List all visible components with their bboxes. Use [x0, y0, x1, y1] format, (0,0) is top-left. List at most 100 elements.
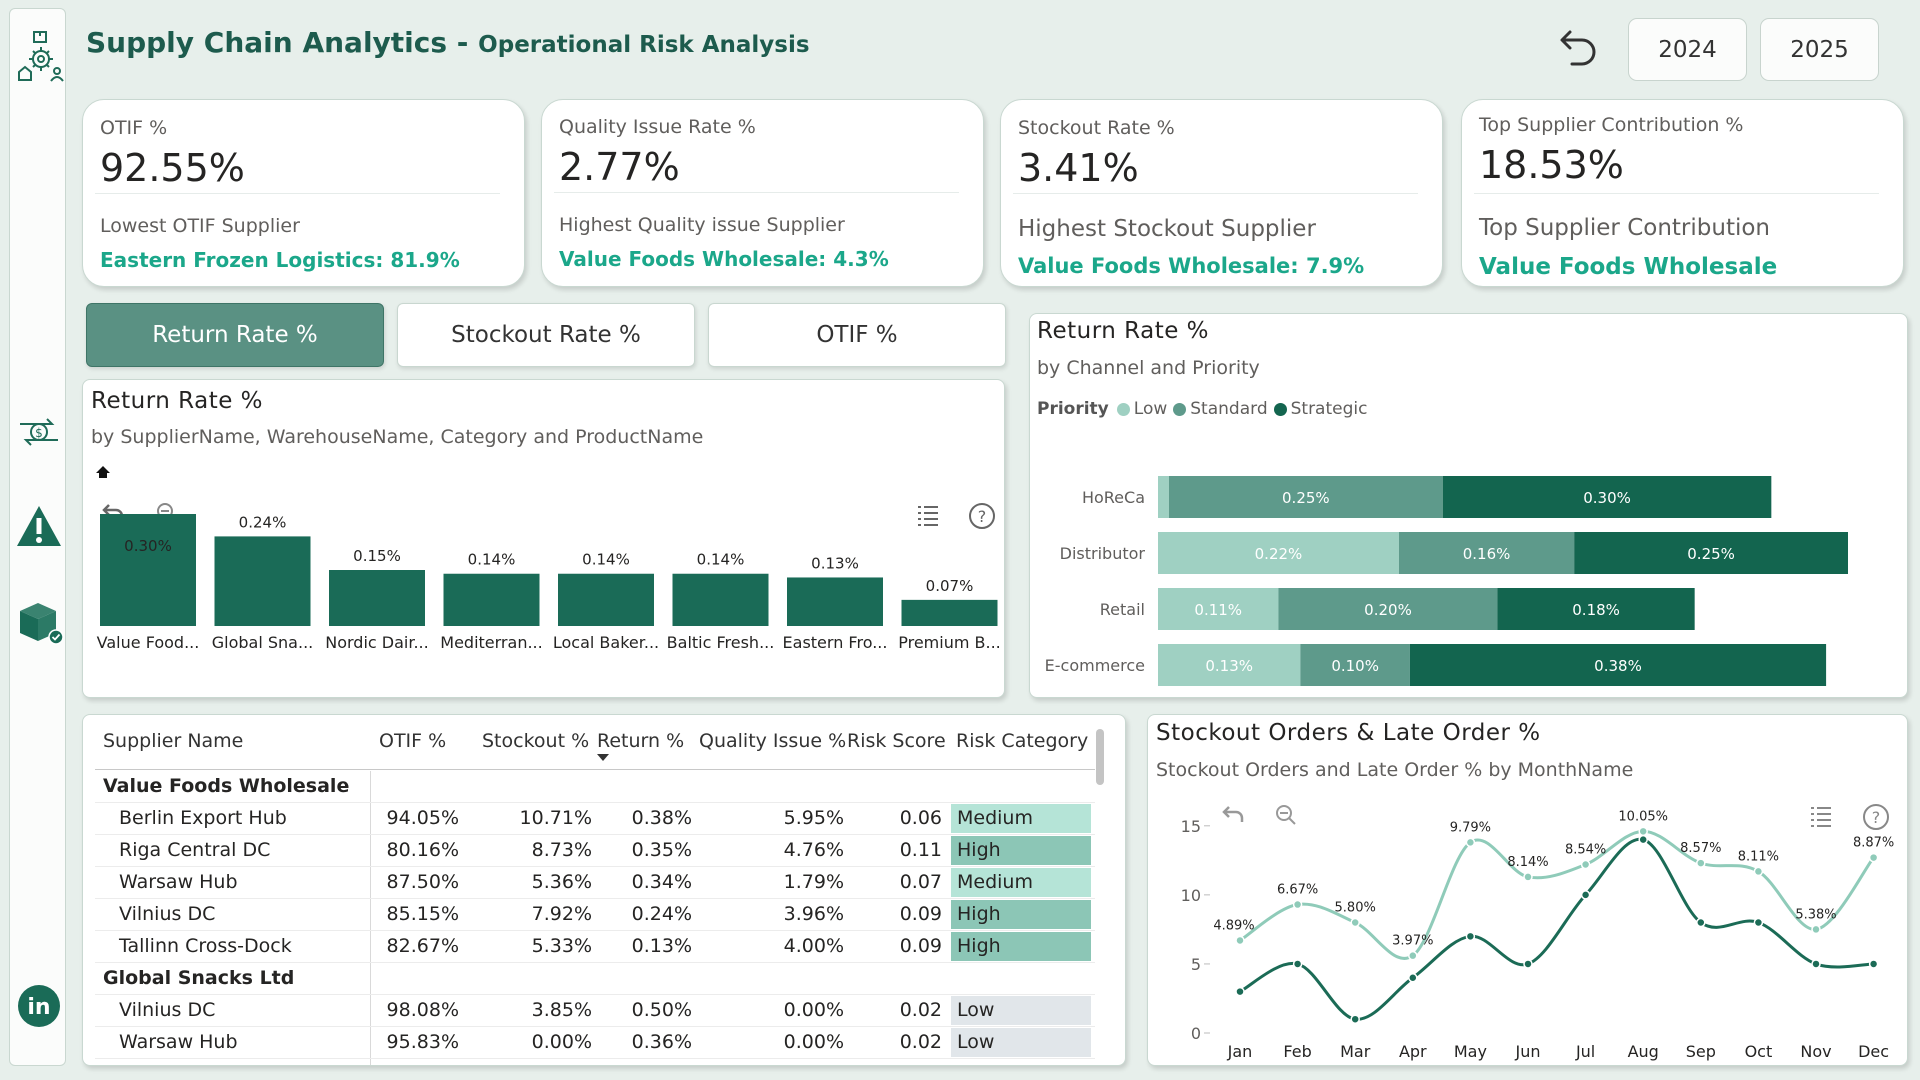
- column-header[interactable]: Risk Score: [847, 730, 946, 752]
- risk-category-fill: [951, 900, 1091, 929]
- series-line: [1239, 837, 1874, 1021]
- table-cell: 0.09: [899, 903, 942, 925]
- table-cell: 87.50%: [386, 871, 459, 893]
- table-cell: 0.36%: [631, 1031, 692, 1053]
- table-cell: 85.15%: [386, 903, 459, 925]
- undo-icon[interactable]: [1550, 22, 1600, 76]
- data-label: 0.13%: [1205, 657, 1253, 675]
- column-divider: [370, 771, 371, 1065]
- data-label: 0.15%: [353, 547, 401, 565]
- row-divider: [95, 866, 1095, 867]
- tab-otif[interactable]: OTIF %: [708, 303, 1006, 367]
- tab-return-rate[interactable]: Return Rate %: [86, 303, 384, 367]
- drill-up-icon[interactable]: [1221, 803, 1247, 829]
- tab-stockout-rate[interactable]: Stockout Rate %: [397, 303, 695, 367]
- column-header[interactable]: Return %: [597, 730, 685, 752]
- category-label: E-commerce: [1045, 656, 1145, 675]
- row-divider: [95, 898, 1095, 899]
- year-2025-button[interactable]: 2025: [1760, 18, 1879, 81]
- legend-title: Priority: [1037, 399, 1109, 419]
- risk-category-fill: [951, 868, 1091, 897]
- kpi-sub-label: Highest Stockout Supplier: [1018, 216, 1316, 242]
- data-point: [1235, 986, 1245, 997]
- table-cell: 98.08%: [386, 999, 459, 1021]
- data-point: [1292, 899, 1303, 910]
- x-tick-label: Dec: [1858, 1042, 1889, 1061]
- column-header[interactable]: Risk Category: [956, 730, 1089, 752]
- column-header[interactable]: Supplier Name: [103, 730, 244, 752]
- page-title: Supply Chain Analytics - Operational Ris…: [86, 26, 810, 59]
- list-icon[interactable]: [1809, 805, 1833, 831]
- column-header[interactable]: Quality Issue %: [699, 730, 847, 752]
- sort-arrow-icon[interactable]: [597, 754, 609, 761]
- group-header: Global Snacks Ltd: [103, 967, 295, 989]
- table-cell: 0.00%: [783, 1031, 844, 1053]
- data-label: 0.14%: [697, 551, 745, 569]
- table-cell: 0.09: [899, 935, 942, 957]
- data-label: 10.05%: [1618, 809, 1668, 824]
- bar: [787, 577, 883, 626]
- year-2024-button[interactable]: 2024: [1628, 18, 1747, 81]
- data-label: 8.57%: [1680, 841, 1721, 856]
- kpi-highlight: Value Foods Wholesale: 4.3%: [559, 247, 889, 271]
- category-label: Premium B...: [898, 633, 1001, 652]
- data-label: 0.24%: [239, 513, 287, 531]
- kpi-value: 18.53%: [1479, 143, 1624, 187]
- data-label: 8.11%: [1738, 849, 1779, 864]
- table-cell: 0.07: [899, 871, 942, 893]
- category-label: Retail: [1100, 600, 1145, 619]
- data-point: [1350, 917, 1360, 928]
- kpi-card-otif: OTIF % 92.55% Lowest OTIF Supplier Easte…: [82, 99, 525, 287]
- chart-subtitle: by Channel and Priority: [1037, 357, 1260, 379]
- data-label: 0.13%: [811, 554, 859, 572]
- legend-low-marker: [1116, 402, 1130, 416]
- supply-chain-icon[interactable]: [10, 25, 67, 85]
- row-divider: [95, 994, 1095, 995]
- kpi-divider: [95, 193, 500, 194]
- warning-icon[interactable]: [10, 501, 67, 551]
- table-cell: 5.33%: [531, 935, 592, 957]
- channel-bars: HoReCa 0.25% 0.30% Distributor 0.22% 0.16% 0.2…: [1045, 476, 1848, 686]
- bar-segment: [1158, 476, 1169, 518]
- data-label: 0.14%: [582, 551, 630, 569]
- data-label: 0.30%: [1583, 489, 1631, 507]
- x-tick-label: Jul: [1575, 1042, 1595, 1061]
- risk-category-value: Low: [957, 1031, 995, 1053]
- package-check-icon[interactable]: [10, 594, 67, 650]
- help-icon[interactable]: ?: [1862, 803, 1890, 835]
- column-header[interactable]: Stockout %: [482, 730, 590, 752]
- home-icon[interactable]: [95, 464, 111, 484]
- table-row-name: Berlin Export Hub: [119, 807, 287, 829]
- help-icon[interactable]: ?: [968, 502, 996, 534]
- bar: [329, 570, 425, 626]
- kpi-divider: [1013, 193, 1418, 194]
- risk-category-fill: [951, 836, 1091, 865]
- data-label: 0.22%: [1255, 545, 1303, 563]
- data-label: 6.67%: [1277, 883, 1318, 898]
- data-point: [1292, 959, 1303, 969]
- money-exchange-icon[interactable]: $: [10, 407, 67, 457]
- page-subtitle: Operational Risk Analysis: [478, 32, 810, 58]
- supplier-risk-table: Supplier Name OTIF % Stockout % Return % Qua…: [82, 714, 1126, 1066]
- row-divider: [95, 1026, 1095, 1027]
- table-scrollbar[interactable]: [1096, 729, 1104, 785]
- data-point: [1465, 931, 1476, 942]
- table-cell: 82.67%: [386, 935, 459, 957]
- kpi-card-top-supplier: Top Supplier Contribution % 18.53% Top S…: [1461, 99, 1904, 287]
- data-label: 0.38%: [1594, 657, 1642, 675]
- risk-category-value: Medium: [957, 871, 1033, 893]
- data-point: [1523, 872, 1533, 882]
- data-point: [1753, 917, 1764, 928]
- table-cell: 7.92%: [531, 903, 592, 925]
- bar-segment: [1168, 476, 1443, 518]
- zoom-out-icon[interactable]: [1274, 803, 1298, 831]
- svg-text:?: ?: [1872, 808, 1881, 827]
- x-tick-label: Feb: [1283, 1042, 1311, 1061]
- column-header[interactable]: OTIF %: [379, 730, 447, 752]
- linkedin-icon[interactable]: in: [10, 981, 67, 1031]
- kpi-sub-label: Highest Quality issue Supplier: [559, 214, 845, 236]
- list-icon[interactable]: [916, 504, 940, 530]
- data-label: 0.25%: [1282, 489, 1330, 507]
- chart-title: Return Rate %: [91, 388, 264, 414]
- table-cell: 4.00%: [783, 935, 844, 957]
